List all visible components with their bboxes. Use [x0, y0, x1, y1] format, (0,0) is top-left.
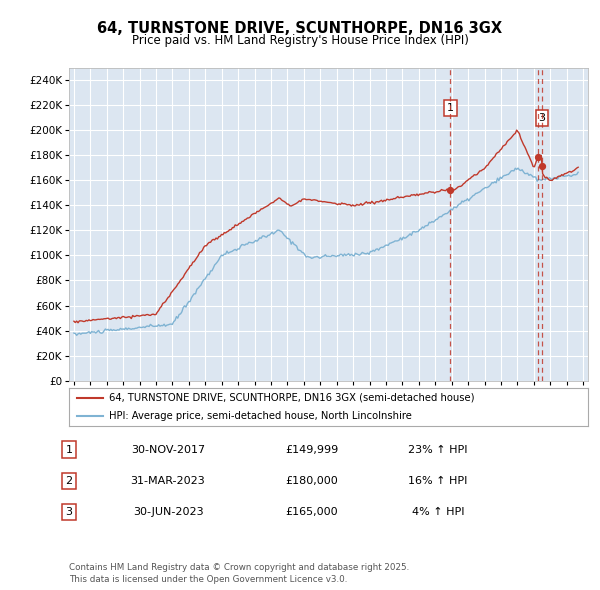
Point — [533, 152, 543, 162]
Text: Contains HM Land Registry data © Crown copyright and database right 2025.
This d: Contains HM Land Registry data © Crown c… — [69, 563, 409, 584]
Text: 16% ↑ HPI: 16% ↑ HPI — [409, 476, 467, 486]
Text: 3: 3 — [539, 113, 545, 123]
Text: 23% ↑ HPI: 23% ↑ HPI — [408, 445, 468, 454]
Text: £180,000: £180,000 — [286, 476, 338, 486]
Text: 3: 3 — [65, 507, 73, 517]
Text: 1: 1 — [65, 445, 73, 454]
Text: 64, TURNSTONE DRIVE, SCUNTHORPE, DN16 3GX (semi-detached house): 64, TURNSTONE DRIVE, SCUNTHORPE, DN16 3G… — [109, 393, 475, 403]
Text: 30-JUN-2023: 30-JUN-2023 — [133, 507, 203, 517]
Text: 4% ↑ HPI: 4% ↑ HPI — [412, 507, 464, 517]
Text: 30-NOV-2017: 30-NOV-2017 — [131, 445, 205, 454]
Text: Price paid vs. HM Land Registry's House Price Index (HPI): Price paid vs. HM Land Registry's House … — [131, 34, 469, 47]
Text: 31-MAR-2023: 31-MAR-2023 — [131, 476, 205, 486]
Text: HPI: Average price, semi-detached house, North Lincolnshire: HPI: Average price, semi-detached house,… — [109, 411, 412, 421]
Text: 64, TURNSTONE DRIVE, SCUNTHORPE, DN16 3GX: 64, TURNSTONE DRIVE, SCUNTHORPE, DN16 3G… — [97, 21, 503, 36]
Point — [446, 185, 455, 195]
Point — [537, 161, 547, 171]
Text: 1: 1 — [447, 103, 454, 113]
Text: £149,999: £149,999 — [286, 445, 338, 454]
Text: 2: 2 — [65, 476, 73, 486]
Text: £165,000: £165,000 — [286, 507, 338, 517]
